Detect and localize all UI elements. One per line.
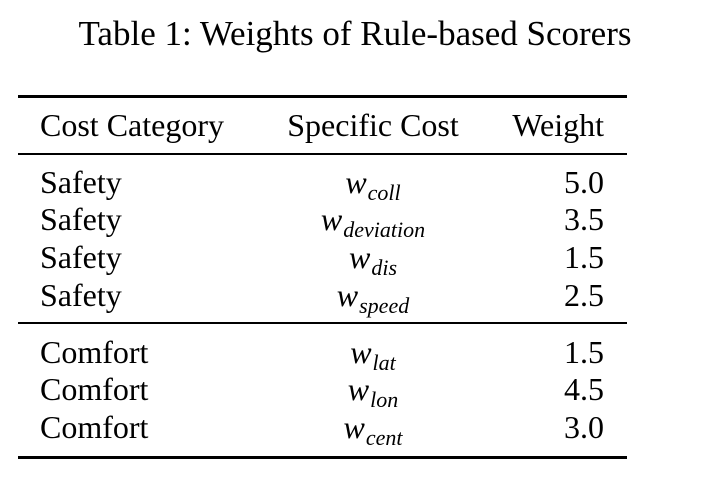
row-specific-cost: wspeed — [336, 277, 410, 318]
row-weight: 2.5 — [564, 277, 604, 313]
row-specific-cost: wlon — [347, 371, 399, 412]
header-weight: Weight — [512, 107, 604, 143]
row-weight: 5.0 — [564, 164, 604, 200]
header-rule — [18, 153, 627, 155]
row-category: Comfort — [40, 371, 149, 407]
row-specific-cost: wcoll — [345, 164, 401, 205]
header-cost-category: Cost Category — [40, 107, 224, 143]
row-category: Safety — [40, 277, 122, 313]
row-category: Safety — [40, 164, 122, 200]
table-caption: Table 1: Weights of Rule-based Scorers — [78, 14, 632, 53]
row-specific-cost: wdis — [348, 239, 398, 280]
row-category: Comfort — [40, 334, 149, 370]
row-weight: 1.5 — [564, 334, 604, 370]
group-rule — [18, 322, 627, 324]
row-specific-cost: wlat — [350, 334, 396, 375]
row-weight: 1.5 — [564, 239, 604, 275]
row-specific-cost: wcent — [343, 409, 403, 450]
row-category: Comfort — [40, 409, 149, 445]
row-weight: 3.0 — [564, 409, 604, 445]
row-specific-cost: wdeviation — [320, 201, 426, 242]
table-top-rule — [18, 95, 627, 98]
header-specific-cost: Specific Cost — [287, 107, 459, 143]
row-weight: 3.5 — [564, 201, 604, 237]
row-weight: 4.5 — [564, 371, 604, 407]
row-category: Safety — [40, 239, 122, 275]
row-category: Safety — [40, 201, 122, 237]
table-bottom-rule — [18, 456, 627, 459]
